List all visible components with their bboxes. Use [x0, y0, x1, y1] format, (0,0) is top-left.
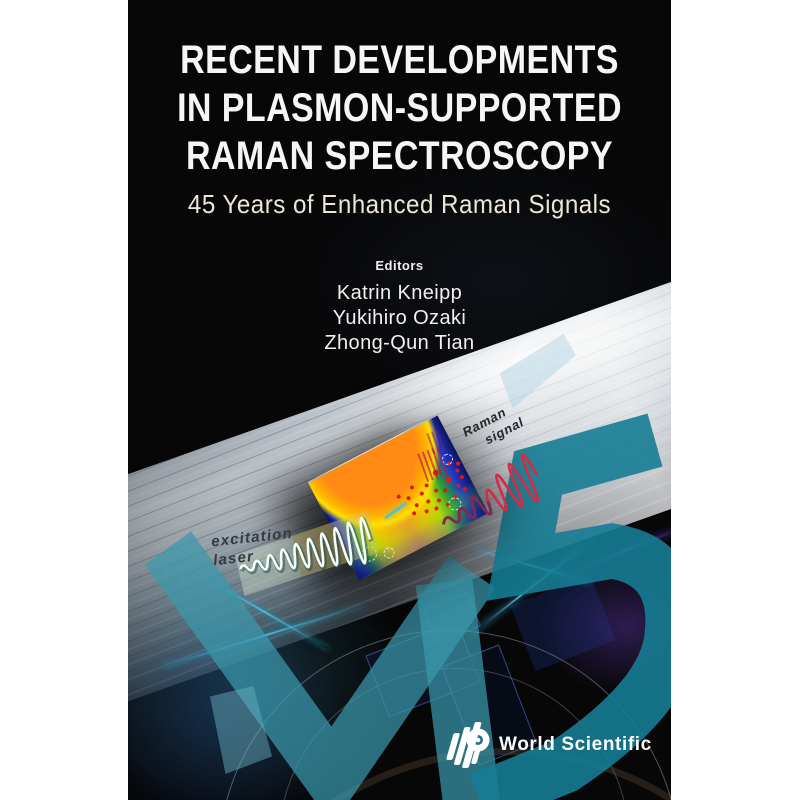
book-title: RECENT DEVELOPMENTS IN PLASMON-SUPPORTED… [128, 36, 671, 180]
excitation-laser-wave-icon [234, 510, 379, 597]
publisher-name: World Scientific [499, 734, 652, 755]
editors-label: Editors [375, 258, 424, 273]
book-cover: excitation laser Raman signal RECENT DEV… [128, 0, 671, 800]
publisher-block: World Scientific [440, 718, 652, 772]
cyan-marker [384, 502, 407, 519]
editor-name: Zhong-Qun Tian [324, 332, 475, 354]
title-line-2: IN PLASMON-SUPPORTED [177, 86, 622, 130]
world-scientific-logo-icon [446, 722, 490, 768]
editor-name: Katrin Kneipp [336, 282, 463, 304]
editors-block: Editors Katrin Kneipp Yukihiro Ozaki Zho… [128, 258, 671, 356]
book-subtitle: 45 Years of Enhanced Raman Signals [187, 189, 612, 219]
numeral-45-watermark-icon [144, 413, 671, 800]
title-line-3: RAMAN SPECTROSCOPY [185, 134, 614, 178]
editor-name: Yukihiro Ozaki [332, 307, 467, 329]
raman-signal-wave-icon [442, 453, 540, 525]
molecule-dots [395, 493, 402, 500]
title-line-1: RECENT DEVELOPMENTS [180, 38, 619, 82]
